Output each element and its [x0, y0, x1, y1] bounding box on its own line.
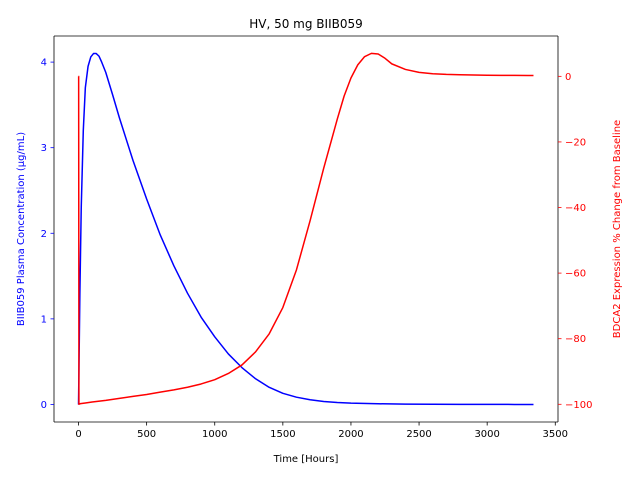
series-line-left	[77, 52, 534, 406]
x-tick-label: 2000	[338, 429, 363, 440]
x-tick-label: 1500	[270, 429, 295, 440]
right-tick-label: −20	[565, 137, 586, 148]
chart-title: HV, 50 mg BIIB059	[249, 17, 363, 31]
plot-area	[54, 36, 558, 422]
chart-marks	[77, 52, 534, 406]
left-tick-label: 0	[41, 400, 47, 411]
x-axis-title: Time [Hours]	[273, 454, 339, 465]
left-tick-label: 3	[41, 143, 47, 154]
x-tick-label: 2500	[406, 429, 431, 440]
left-axis-title: BIIB059 Plasma Concentration (µg/mL)	[16, 132, 27, 326]
left-tick-label: 4	[41, 58, 47, 69]
right-tick-label: 0	[565, 72, 571, 83]
left-tick-label: 1	[41, 314, 47, 325]
series-line-right	[77, 52, 534, 406]
right-tick-label: −100	[565, 400, 592, 411]
x-tick-label: 3000	[474, 429, 499, 440]
right-tick-label: −40	[565, 203, 586, 214]
left-tick-label: 2	[41, 229, 47, 240]
right-tick-label: −80	[565, 334, 586, 345]
chart-axes: 0 500 1000 1500 2000 2500 3000 3500 0 1 2 3 4 −100 −80…	[41, 35, 592, 440]
right-tick-label: −60	[565, 269, 586, 280]
x-tick-label: 1000	[202, 429, 227, 440]
right-axis-title: BDCA2 Expression % Change from Baseline	[612, 120, 623, 338]
x-tick-label: 0	[75, 429, 81, 440]
x-tick-label: 3500	[543, 429, 568, 440]
x-tick-label: 500	[137, 429, 156, 440]
